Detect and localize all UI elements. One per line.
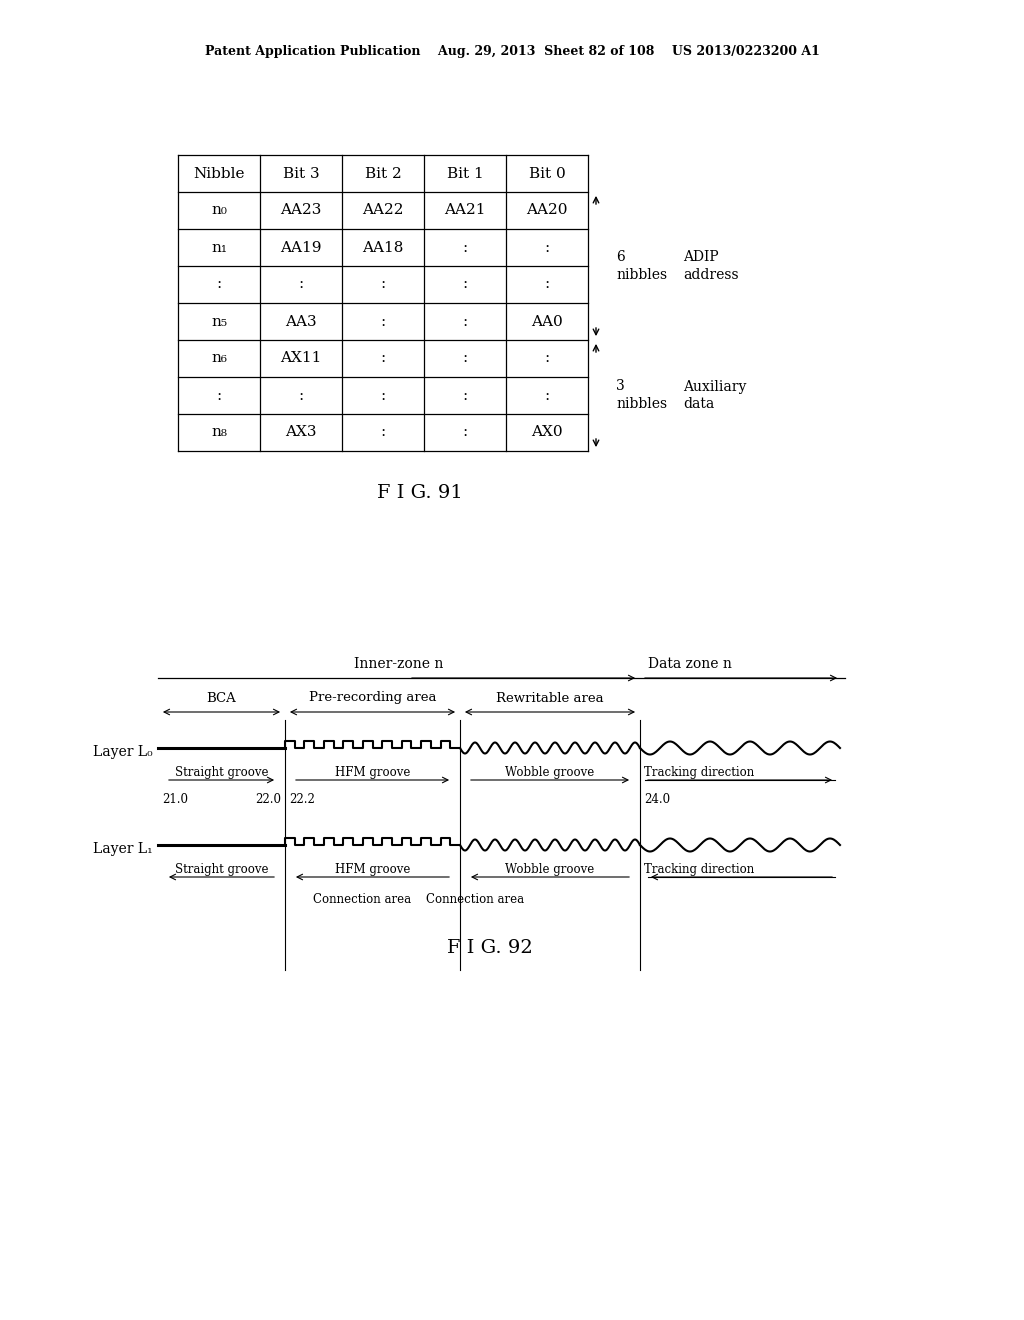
Text: Connection area: Connection area bbox=[313, 894, 412, 906]
Text: Bit 2: Bit 2 bbox=[365, 166, 401, 181]
Text: Layer L₀: Layer L₀ bbox=[93, 744, 153, 759]
Text: Tracking direction: Tracking direction bbox=[644, 863, 755, 876]
Text: Data zone n: Data zone n bbox=[648, 657, 732, 671]
Text: :: : bbox=[463, 425, 468, 440]
Text: Nibble: Nibble bbox=[194, 166, 245, 181]
Text: Wobble groove: Wobble groove bbox=[506, 863, 595, 876]
Text: address: address bbox=[683, 268, 738, 282]
Text: nibbles: nibbles bbox=[616, 268, 667, 282]
Text: :: : bbox=[463, 388, 468, 403]
Text: n₈: n₈ bbox=[211, 425, 227, 440]
Text: AA23: AA23 bbox=[281, 203, 322, 218]
Text: :: : bbox=[545, 240, 550, 255]
Text: AA21: AA21 bbox=[444, 203, 485, 218]
Text: :: : bbox=[380, 314, 386, 329]
Text: Bit 3: Bit 3 bbox=[283, 166, 319, 181]
Text: :: : bbox=[380, 277, 386, 292]
Text: :: : bbox=[545, 277, 550, 292]
Text: :: : bbox=[463, 351, 468, 366]
Text: 24.0: 24.0 bbox=[644, 793, 670, 807]
Text: :: : bbox=[545, 351, 550, 366]
Text: AX0: AX0 bbox=[531, 425, 563, 440]
Text: Patent Application Publication    Aug. 29, 2013  Sheet 82 of 108    US 2013/0223: Patent Application Publication Aug. 29, … bbox=[205, 45, 819, 58]
Text: Tracking direction: Tracking direction bbox=[644, 766, 755, 779]
Text: AA22: AA22 bbox=[362, 203, 403, 218]
Text: :: : bbox=[463, 314, 468, 329]
Text: F I G. 91: F I G. 91 bbox=[377, 484, 463, 502]
Text: :: : bbox=[216, 277, 221, 292]
Text: :: : bbox=[380, 425, 386, 440]
Text: :: : bbox=[380, 388, 386, 403]
Text: F I G. 92: F I G. 92 bbox=[447, 939, 532, 957]
Text: Straight groove: Straight groove bbox=[175, 863, 268, 876]
Text: :: : bbox=[216, 388, 221, 403]
Text: :: : bbox=[298, 388, 304, 403]
Text: ADIP: ADIP bbox=[683, 249, 719, 264]
Text: HFM groove: HFM groove bbox=[335, 766, 411, 779]
Text: nibbles: nibbles bbox=[616, 397, 667, 412]
Text: 21.0: 21.0 bbox=[162, 793, 188, 807]
Text: n₅: n₅ bbox=[211, 314, 227, 329]
Text: AX11: AX11 bbox=[281, 351, 322, 366]
Text: :: : bbox=[463, 277, 468, 292]
Text: 22.2: 22.2 bbox=[289, 793, 314, 807]
Text: 22.0: 22.0 bbox=[255, 793, 281, 807]
Text: Bit 1: Bit 1 bbox=[446, 166, 483, 181]
Text: HFM groove: HFM groove bbox=[335, 863, 411, 876]
Text: data: data bbox=[683, 397, 715, 412]
Text: Bit 0: Bit 0 bbox=[528, 166, 565, 181]
Text: BCA: BCA bbox=[207, 692, 237, 705]
Text: AA3: AA3 bbox=[286, 314, 316, 329]
Text: Pre-recording area: Pre-recording area bbox=[309, 692, 436, 705]
Text: :: : bbox=[298, 277, 304, 292]
Text: Auxiliary: Auxiliary bbox=[683, 380, 746, 393]
Text: :: : bbox=[463, 240, 468, 255]
Text: :: : bbox=[545, 388, 550, 403]
Text: Connection area: Connection area bbox=[426, 894, 524, 906]
Text: AA18: AA18 bbox=[362, 240, 403, 255]
Text: :: : bbox=[380, 351, 386, 366]
Text: Layer L₁: Layer L₁ bbox=[93, 842, 153, 855]
Text: 3: 3 bbox=[616, 380, 625, 393]
Text: Wobble groove: Wobble groove bbox=[506, 766, 595, 779]
Text: Straight groove: Straight groove bbox=[175, 766, 268, 779]
Text: n₆: n₆ bbox=[211, 351, 227, 366]
Text: AA20: AA20 bbox=[526, 203, 567, 218]
Text: AX3: AX3 bbox=[286, 425, 316, 440]
Text: Rewritable area: Rewritable area bbox=[497, 692, 604, 705]
Text: n₁: n₁ bbox=[211, 240, 227, 255]
Text: 6: 6 bbox=[616, 249, 625, 264]
Text: Inner-zone n: Inner-zone n bbox=[354, 657, 443, 671]
Text: n₀: n₀ bbox=[211, 203, 227, 218]
Text: AA0: AA0 bbox=[531, 314, 563, 329]
Text: AA19: AA19 bbox=[281, 240, 322, 255]
